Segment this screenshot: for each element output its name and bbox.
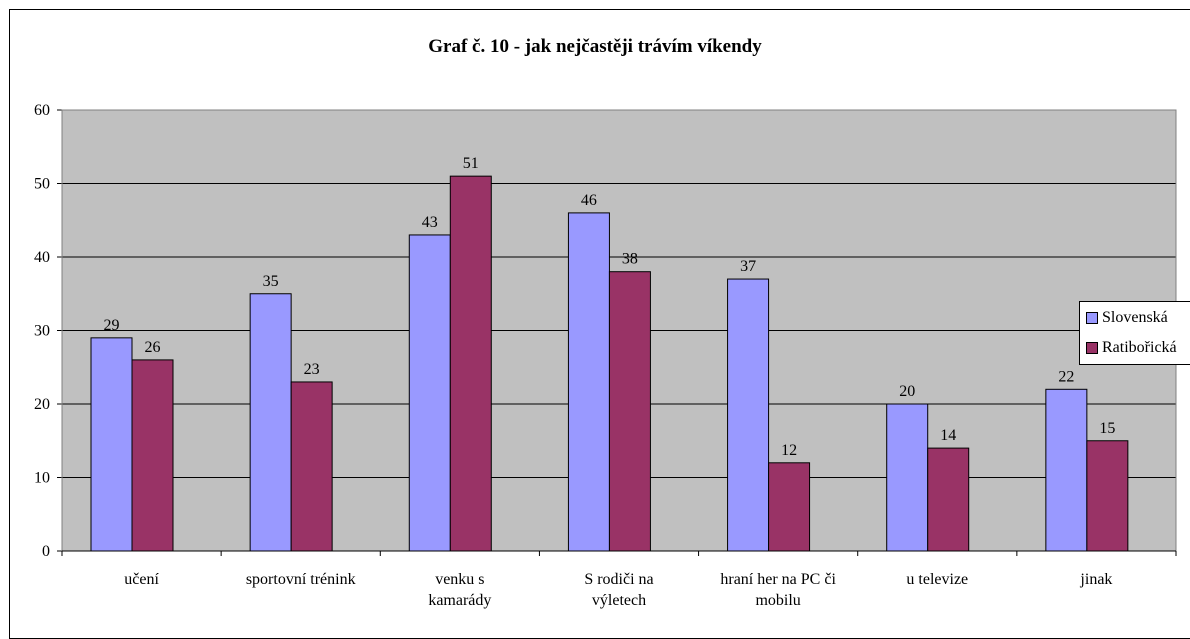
bar-2-7	[1086, 440, 1129, 552]
y-tick-label: 60	[34, 102, 50, 119]
data-label-2-1: 26	[145, 339, 161, 356]
bar-2-6	[927, 447, 970, 552]
chart-title: Graf č. 10 - jak nejčastěji trávím víken…	[428, 36, 762, 57]
legend-label-series-1: Slovenská	[1102, 309, 1168, 326]
legend-label-series-2: Ratibořická	[1102, 339, 1177, 356]
data-label-1-4: 46	[581, 192, 597, 209]
x-tick-label: S rodiči na	[584, 571, 653, 588]
x-tick-label: jinak	[1079, 571, 1112, 588]
bar-1-4	[567, 212, 610, 552]
bar-2-3	[449, 175, 492, 552]
data-label-2-2: 23	[304, 361, 320, 378]
bar-1-2	[249, 293, 292, 552]
data-label-1-7: 22	[1058, 368, 1074, 385]
legend-item-series-1: Slovenská	[1086, 308, 1168, 328]
legend-swatch-series-1	[1086, 312, 1098, 324]
y-tick-label: 40	[34, 249, 50, 266]
bar-2-1	[131, 359, 174, 552]
bar-1-7	[1045, 388, 1088, 552]
bar-1-6	[886, 403, 929, 552]
bar-1-3	[408, 234, 451, 552]
y-tick-label: 50	[34, 176, 50, 193]
legend-item-series-2: Ratibořická	[1086, 338, 1177, 358]
data-label-1-6: 20	[899, 383, 915, 400]
bar-1-5	[727, 278, 770, 552]
data-label-2-5: 12	[781, 442, 797, 459]
data-label-1-2: 35	[263, 273, 279, 290]
y-tick-label: 30	[34, 323, 50, 340]
data-label-1-5: 37	[740, 258, 756, 275]
data-label-1-3: 43	[422, 214, 438, 231]
data-label-2-6: 14	[940, 427, 956, 444]
x-tick-label: učení	[124, 571, 159, 588]
x-tick-label: sportovní trénink	[246, 571, 356, 588]
x-tick-label: venku s	[435, 571, 484, 588]
x-tick-label: výletech	[592, 592, 646, 609]
bar-1-1	[90, 337, 133, 552]
legend-swatch-series-2	[1086, 342, 1098, 354]
x-tick-label: u televize	[906, 571, 968, 588]
data-label-2-4: 38	[622, 251, 638, 268]
x-tick-label: mobilu	[755, 592, 800, 609]
x-tick-label: kamarády	[428, 592, 491, 609]
y-tick-label: 0	[42, 543, 50, 560]
y-tick-label: 10	[34, 470, 50, 487]
bar-2-4	[608, 271, 651, 552]
data-label-2-7: 15	[1099, 420, 1115, 437]
data-label-1-1: 29	[104, 317, 120, 334]
data-label-2-3: 51	[463, 155, 479, 172]
legend: Slovenská Ratibořická	[1079, 301, 1190, 365]
y-tick-label: 20	[34, 396, 50, 413]
x-tick-label: hraní her na PC či	[720, 571, 836, 588]
bar-2-5	[768, 462, 811, 552]
bar-2-2	[290, 381, 333, 552]
